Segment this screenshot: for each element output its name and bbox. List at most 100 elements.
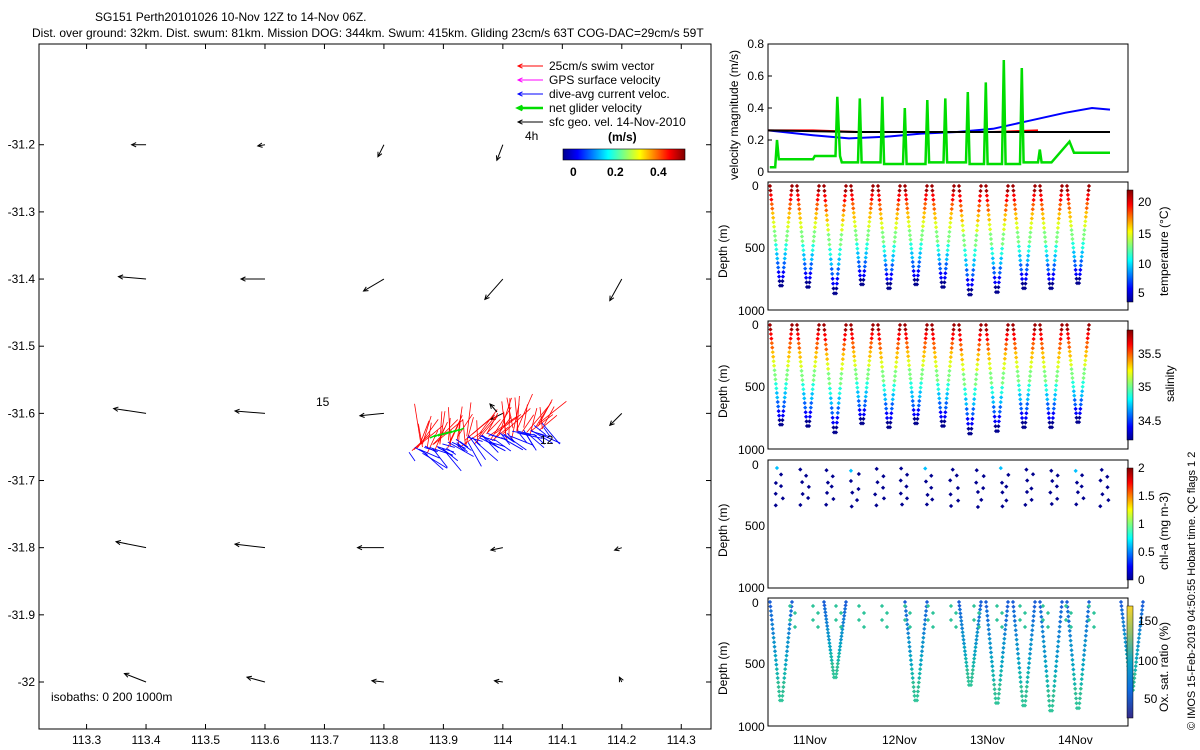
cast-point bbox=[867, 358, 872, 363]
cast-point bbox=[1028, 230, 1033, 235]
cast-point bbox=[767, 599, 773, 605]
cast-point bbox=[972, 648, 978, 654]
cast-point bbox=[776, 269, 781, 275]
cast-point bbox=[1024, 267, 1029, 272]
cast-point bbox=[803, 410, 808, 415]
cast-point bbox=[1068, 353, 1073, 359]
cast-point bbox=[1011, 332, 1017, 337]
cast-point bbox=[1067, 205, 1072, 211]
cast-point bbox=[788, 608, 794, 614]
cast-point bbox=[789, 183, 795, 189]
cast-point bbox=[1015, 646, 1020, 652]
cast-point bbox=[771, 635, 776, 640]
cast-point bbox=[787, 622, 792, 627]
chla-point bbox=[981, 485, 986, 491]
cast-point bbox=[1070, 236, 1075, 242]
cast-point bbox=[942, 419, 947, 424]
cast-point bbox=[1083, 219, 1088, 224]
cast-point bbox=[876, 332, 882, 337]
cast-point bbox=[821, 599, 827, 605]
cast-point bbox=[1055, 364, 1061, 369]
cast-point bbox=[951, 188, 956, 193]
cast-point bbox=[824, 213, 829, 218]
cast-point bbox=[1083, 353, 1088, 359]
cast-point bbox=[1059, 604, 1064, 610]
swim-vector bbox=[417, 423, 423, 448]
cast-point bbox=[1059, 188, 1064, 193]
cast-point bbox=[815, 197, 820, 202]
cast-point bbox=[827, 640, 832, 646]
cast-point bbox=[864, 246, 869, 251]
cast-point bbox=[972, 652, 977, 657]
cast-point bbox=[814, 350, 819, 355]
cast-point bbox=[1032, 188, 1037, 193]
cast-point bbox=[914, 282, 920, 287]
cast-point bbox=[1014, 632, 1019, 638]
cast-point bbox=[905, 349, 910, 354]
chla-point bbox=[848, 478, 854, 484]
cast-point bbox=[998, 261, 1003, 266]
cast-point bbox=[768, 608, 774, 614]
cast-point bbox=[1069, 648, 1074, 653]
chla-point bbox=[874, 466, 879, 472]
cast-point bbox=[775, 671, 780, 676]
map-colorbar-tick: 0 bbox=[570, 165, 577, 179]
cast-point bbox=[1068, 643, 1074, 648]
cast-point bbox=[947, 225, 953, 230]
cast-point bbox=[887, 286, 893, 291]
cast-point bbox=[932, 206, 937, 212]
map-annotation-12: 12 bbox=[540, 433, 554, 447]
oxygen-point bbox=[1091, 610, 1097, 616]
chla-point bbox=[856, 471, 861, 477]
cast-point bbox=[799, 229, 804, 235]
cast-point bbox=[798, 220, 803, 225]
cast-point bbox=[992, 275, 997, 280]
cast-point bbox=[965, 667, 970, 673]
cast-point bbox=[850, 197, 855, 202]
map-x-tick-label: 114.1 bbox=[548, 733, 577, 747]
cast-point bbox=[828, 651, 833, 656]
cast-point bbox=[942, 275, 948, 280]
cast-point bbox=[1029, 216, 1034, 221]
cast-point bbox=[937, 257, 942, 262]
cast-point bbox=[992, 419, 998, 424]
cast-point bbox=[894, 355, 899, 360]
cast-point bbox=[775, 675, 780, 681]
map-annotation-4h: 4h bbox=[525, 129, 538, 143]
cast-point bbox=[910, 255, 915, 260]
cast-point bbox=[896, 332, 902, 337]
cast-point bbox=[1066, 336, 1071, 341]
cast-point bbox=[786, 631, 791, 636]
oxygen-point bbox=[815, 610, 821, 616]
cast-point bbox=[822, 188, 827, 194]
cast-point bbox=[830, 661, 835, 666]
cast-point bbox=[828, 252, 833, 257]
cast-point bbox=[943, 410, 948, 415]
cast-point bbox=[942, 280, 947, 285]
cast-point bbox=[957, 327, 962, 333]
cast-point bbox=[835, 410, 840, 415]
cast-point bbox=[835, 661, 840, 666]
salinity-colorbar bbox=[1126, 329, 1134, 441]
cast-point bbox=[807, 280, 812, 285]
chla-point bbox=[1075, 490, 1081, 495]
cast-point bbox=[950, 202, 955, 207]
chla-point bbox=[1100, 492, 1105, 497]
geo-vector-arrow bbox=[370, 678, 384, 684]
cast-point bbox=[1122, 631, 1127, 637]
cast-point bbox=[1046, 693, 1051, 698]
cast-point bbox=[978, 327, 983, 333]
cast-point bbox=[938, 414, 944, 419]
cast-point bbox=[888, 415, 894, 421]
cast-point bbox=[972, 257, 977, 263]
cast-point bbox=[830, 668, 836, 673]
chla-point bbox=[954, 473, 959, 478]
cast-point bbox=[935, 377, 940, 383]
cast-point bbox=[804, 419, 809, 424]
cast-point bbox=[1040, 211, 1045, 217]
chla-point bbox=[773, 480, 779, 486]
cast-point bbox=[1134, 655, 1139, 661]
cast-point bbox=[918, 385, 923, 390]
cast-point bbox=[1025, 679, 1030, 685]
cast-point bbox=[783, 666, 788, 672]
